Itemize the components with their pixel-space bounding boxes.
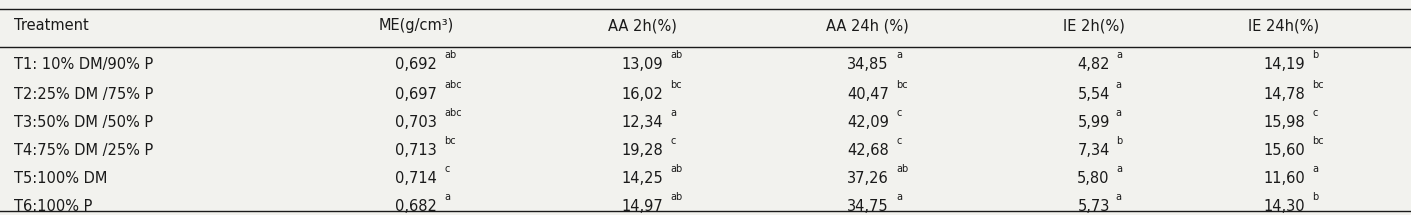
Text: ab: ab <box>444 50 457 60</box>
Text: AA 24h (%): AA 24h (%) <box>827 18 909 33</box>
Text: bc: bc <box>1312 80 1324 90</box>
Text: 40,47: 40,47 <box>847 87 889 102</box>
Text: T6:100% P: T6:100% P <box>14 199 93 214</box>
Text: a: a <box>896 50 902 60</box>
Text: 34,75: 34,75 <box>847 199 889 214</box>
Text: 5,99: 5,99 <box>1078 115 1109 130</box>
Text: a: a <box>1116 80 1122 90</box>
Text: 15,98: 15,98 <box>1263 115 1305 130</box>
Text: 5,54: 5,54 <box>1078 87 1109 102</box>
Text: bc: bc <box>670 80 682 90</box>
Text: T3:50% DM /50% P: T3:50% DM /50% P <box>14 115 154 130</box>
Text: T1: 10% DM/90% P: T1: 10% DM/90% P <box>14 57 154 72</box>
Text: 5,80: 5,80 <box>1077 171 1110 186</box>
Text: b: b <box>1116 136 1122 146</box>
Text: 14,19: 14,19 <box>1263 57 1305 72</box>
Text: ab: ab <box>670 164 683 174</box>
Text: 13,09: 13,09 <box>621 57 663 72</box>
Text: T4:75% DM /25% P: T4:75% DM /25% P <box>14 143 154 158</box>
Text: bc: bc <box>896 80 907 90</box>
Text: b: b <box>1312 50 1318 60</box>
Text: abc: abc <box>444 80 463 90</box>
Text: c: c <box>444 164 450 174</box>
Text: b: b <box>1312 192 1318 201</box>
Text: a: a <box>1116 192 1122 201</box>
Text: 14,78: 14,78 <box>1263 87 1305 102</box>
Text: 4,82: 4,82 <box>1077 57 1110 72</box>
Text: a: a <box>896 192 902 201</box>
Text: 19,28: 19,28 <box>621 143 663 158</box>
Text: 42,68: 42,68 <box>847 143 889 158</box>
Text: T2:25% DM /75% P: T2:25% DM /75% P <box>14 87 154 102</box>
Text: a: a <box>1116 108 1122 118</box>
Text: ab: ab <box>670 50 683 60</box>
Text: ab: ab <box>896 164 909 174</box>
Text: a: a <box>444 192 450 201</box>
Text: 0,713: 0,713 <box>395 143 437 158</box>
Text: ME(g/cm³): ME(g/cm³) <box>378 18 454 33</box>
Text: IE 2h(%): IE 2h(%) <box>1062 18 1125 33</box>
Text: 0,697: 0,697 <box>395 87 437 102</box>
Text: c: c <box>896 136 902 146</box>
Text: 11,60: 11,60 <box>1263 171 1305 186</box>
Text: a: a <box>1312 164 1318 174</box>
Text: AA 2h(%): AA 2h(%) <box>608 18 676 33</box>
Text: Treatment: Treatment <box>14 18 89 33</box>
Text: 15,60: 15,60 <box>1263 143 1305 158</box>
Text: 7,34: 7,34 <box>1078 143 1109 158</box>
Text: a: a <box>1116 164 1122 174</box>
Text: 12,34: 12,34 <box>621 115 663 130</box>
Text: 0,714: 0,714 <box>395 171 437 186</box>
Text: abc: abc <box>444 108 463 118</box>
Text: c: c <box>896 108 902 118</box>
Text: ab: ab <box>670 192 683 201</box>
Text: c: c <box>1312 108 1318 118</box>
Text: 16,02: 16,02 <box>621 87 663 102</box>
Text: 5,73: 5,73 <box>1078 199 1109 214</box>
Text: c: c <box>670 136 676 146</box>
Text: a: a <box>670 108 676 118</box>
Text: 0,703: 0,703 <box>395 115 437 130</box>
Text: 34,85: 34,85 <box>847 57 889 72</box>
Text: 14,25: 14,25 <box>621 171 663 186</box>
Text: a: a <box>1116 50 1122 60</box>
Text: 42,09: 42,09 <box>847 115 889 130</box>
Text: 0,692: 0,692 <box>395 57 437 72</box>
Text: T5:100% DM: T5:100% DM <box>14 171 107 186</box>
Text: 14,97: 14,97 <box>621 199 663 214</box>
Text: bc: bc <box>1312 136 1324 146</box>
Text: 0,682: 0,682 <box>395 199 437 214</box>
Text: IE 24h(%): IE 24h(%) <box>1249 18 1319 33</box>
Text: bc: bc <box>444 136 456 146</box>
Text: 14,30: 14,30 <box>1263 199 1305 214</box>
Text: 37,26: 37,26 <box>847 171 889 186</box>
